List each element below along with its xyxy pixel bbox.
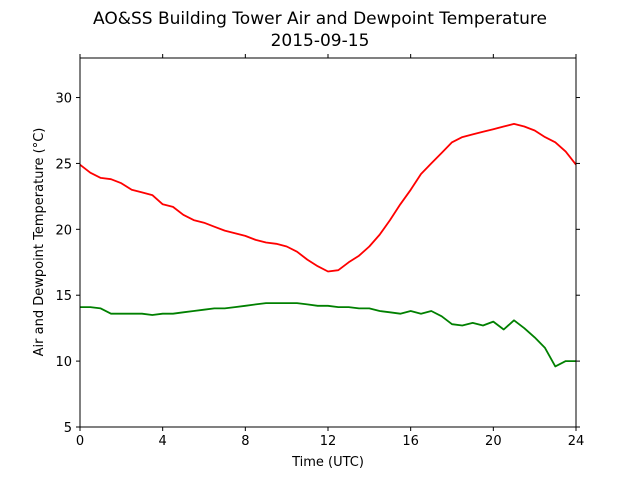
- x-tick-label: 0: [76, 434, 84, 449]
- y-tick-label: 25: [55, 157, 72, 172]
- x-axis-label: Time (UTC): [291, 455, 364, 470]
- series-line-0: [79, 123, 577, 273]
- x-tick-label: 24: [568, 434, 585, 449]
- y-tick-label: 10: [55, 355, 72, 370]
- chart-title: AO&SS Building Tower Air and Dewpoint Te…: [93, 9, 547, 29]
- plot-frame: [79, 57, 577, 428]
- y-tick-label: 5: [64, 421, 72, 436]
- chart-subtitle: 2015-09-15: [271, 31, 370, 51]
- y-tick-label: 30: [55, 92, 72, 107]
- x-tick-label: 4: [159, 434, 167, 449]
- y-tick-label: 20: [55, 223, 72, 238]
- x-tick-label: 8: [241, 434, 249, 449]
- x-tick-label: 20: [485, 434, 502, 449]
- x-tick-label: 16: [402, 434, 419, 449]
- series-line-1: [80, 302, 576, 368]
- plot-lines: [79, 123, 577, 368]
- y-tick-label: 15: [55, 289, 72, 304]
- x-tick-label: 12: [320, 434, 337, 449]
- axis-ticks: 0 4 8 12 16 20 24 5 10 15 20 25 30: [55, 54, 584, 449]
- y-axis-label: Air and Dewpoint Temperature (°C): [32, 128, 47, 357]
